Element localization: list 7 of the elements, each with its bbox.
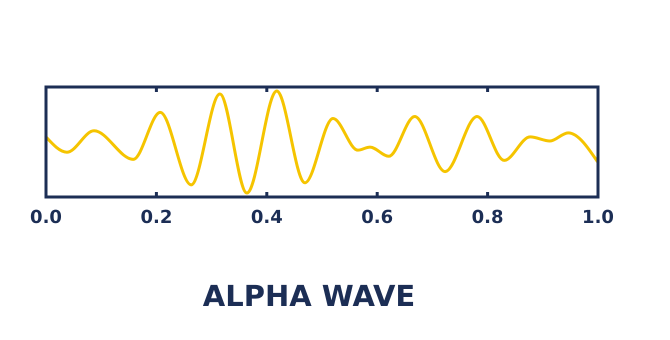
x-tick-label: 0.8 [472,207,504,228]
text: ALPHA WAVE [202,279,416,313]
x-tick-label: 0.4 [250,207,283,228]
x-tick-label: 1.0 [582,207,614,228]
x-tick-label: 0.0 [30,207,62,228]
x-tick-label: 0.6 [361,207,394,228]
x-tick-label: 0.2 [140,207,172,228]
